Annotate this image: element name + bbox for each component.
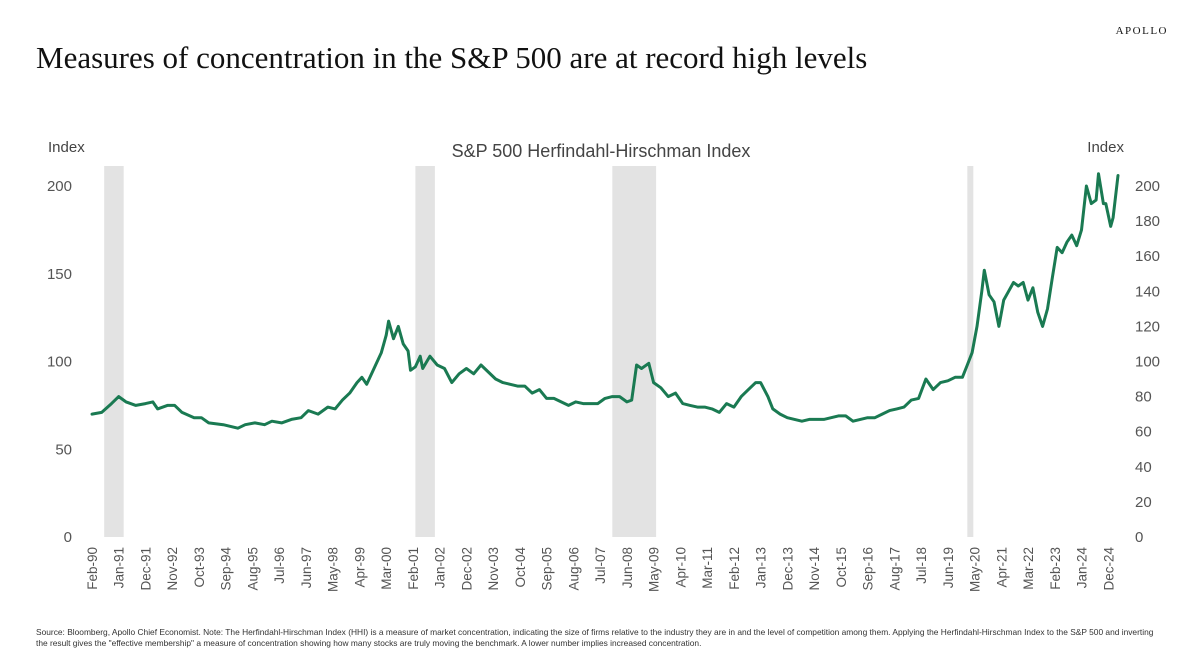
left-tick-0: 0 — [64, 529, 72, 546]
line-chart: S&P 500 Herfindahl-Hirschman Index Index… — [47, 139, 1160, 593]
x-tick-May-98: May-98 — [326, 547, 341, 592]
x-tick-Dec-02: Dec-02 — [459, 547, 474, 591]
x-tick-Nov-92: Nov-92 — [165, 547, 180, 591]
x-tick-Sep-94: Sep-94 — [219, 547, 234, 591]
x-tick-Feb-90: Feb-90 — [85, 547, 100, 590]
page-title: Measures of concentration in the S&P 500… — [36, 40, 868, 75]
x-tick-Jan-02: Jan-02 — [433, 547, 448, 588]
x-tick-Mar-22: Mar-22 — [1021, 547, 1036, 590]
x-tick-Nov-03: Nov-03 — [486, 547, 501, 591]
x-tick-Apr-21: Apr-21 — [994, 547, 1009, 588]
right-tick-140: 140 — [1135, 283, 1160, 300]
chart-title: S&P 500 Herfindahl-Hirschman Index — [452, 141, 751, 161]
x-tick-Jul-07: Jul-07 — [593, 547, 608, 584]
x-tick-Jul-96: Jul-96 — [272, 547, 287, 584]
left-tick-150: 150 — [47, 266, 72, 283]
x-tick-Feb-23: Feb-23 — [1048, 547, 1063, 590]
recession-band-2 — [415, 166, 435, 537]
x-tick-Jul-18: Jul-18 — [914, 547, 929, 584]
left-axis-ticks: 0 50 100 150 200 — [47, 178, 72, 546]
recession-band-3 — [612, 166, 657, 537]
left-axis-label: Index — [48, 139, 85, 156]
right-tick-20: 20 — [1135, 494, 1152, 511]
left-tick-50: 50 — [55, 441, 72, 458]
source-note: Source: Bloomberg, Apollo Chief Economis… — [36, 627, 1154, 648]
x-tick-Oct-15: Oct-15 — [834, 547, 849, 588]
right-tick-120: 120 — [1135, 318, 1160, 335]
x-tick-Dec-13: Dec-13 — [780, 547, 795, 591]
x-tick-May-09: May-09 — [647, 547, 662, 592]
left-tick-200: 200 — [47, 178, 72, 195]
x-tick-Jan-24: Jan-24 — [1075, 547, 1090, 589]
recession-band-1 — [104, 166, 124, 537]
x-tick-Oct-93: Oct-93 — [192, 547, 207, 588]
x-tick-Oct-04: Oct-04 — [513, 547, 528, 588]
right-tick-40: 40 — [1135, 459, 1152, 476]
x-tick-Jun-19: Jun-19 — [941, 547, 956, 588]
x-tick-May-20: May-20 — [968, 547, 983, 592]
x-tick-Mar-11: Mar-11 — [700, 547, 715, 589]
x-tick-Dec-91: Dec-91 — [139, 547, 154, 591]
right-tick-80: 80 — [1135, 389, 1152, 406]
recession-shading — [104, 166, 974, 537]
x-axis-ticks: Feb-90 Jan-91 Dec-91 Nov-92 Oct-93 Sep-94 Aug-… — [85, 547, 1116, 593]
x-tick-Nov-14: Nov-14 — [807, 547, 822, 591]
x-tick-Sep-16: Sep-16 — [861, 547, 876, 591]
x-tick-Aug-95: Aug-95 — [246, 547, 261, 591]
x-tick-Feb-12: Feb-12 — [727, 547, 742, 590]
brand-logo: APOLLO — [1115, 25, 1168, 37]
x-tick-Jan-91: Jan-91 — [112, 547, 127, 588]
x-tick-Jun-08: Jun-08 — [620, 547, 635, 588]
right-tick-100: 100 — [1135, 354, 1160, 371]
x-tick-Jan-13: Jan-13 — [754, 547, 769, 588]
right-tick-200: 200 — [1135, 178, 1160, 195]
right-tick-180: 180 — [1135, 213, 1160, 230]
x-tick-Mar-00: Mar-00 — [379, 547, 394, 590]
x-tick-Apr-99: Apr-99 — [352, 547, 367, 588]
x-tick-Feb-01: Feb-01 — [406, 547, 421, 590]
x-tick-Jun-97: Jun-97 — [299, 547, 314, 588]
x-tick-Aug-06: Aug-06 — [566, 547, 581, 591]
series-line-1 — [90, 172, 1120, 430]
right-tick-60: 60 — [1135, 424, 1152, 441]
x-tick-Sep-05: Sep-05 — [540, 547, 555, 591]
right-axis-label: Index — [1087, 139, 1124, 156]
x-tick-Dec-24: Dec-24 — [1101, 547, 1116, 591]
right-axis-ticks: 0 20 40 60 80 100 120 140 160 180 200 — [1135, 178, 1160, 546]
left-tick-100: 100 — [47, 354, 72, 371]
recession-band-4 — [967, 166, 974, 537]
right-tick-0: 0 — [1135, 529, 1143, 546]
x-tick-Aug-17: Aug-17 — [887, 547, 902, 591]
x-tick-Apr-10: Apr-10 — [673, 547, 688, 588]
hhi-series — [90, 172, 1120, 430]
right-tick-160: 160 — [1135, 248, 1160, 265]
